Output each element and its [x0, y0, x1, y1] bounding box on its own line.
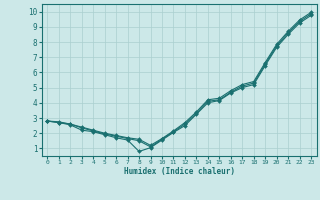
- X-axis label: Humidex (Indice chaleur): Humidex (Indice chaleur): [124, 167, 235, 176]
